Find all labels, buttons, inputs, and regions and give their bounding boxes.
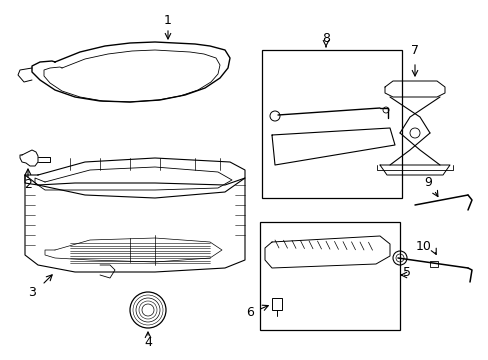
Text: 2: 2 xyxy=(24,179,32,192)
Text: 10: 10 xyxy=(415,240,431,253)
Bar xyxy=(262,50,401,198)
Bar xyxy=(271,298,282,310)
Text: 1: 1 xyxy=(164,13,172,27)
Text: 8: 8 xyxy=(321,31,329,45)
Bar xyxy=(260,222,399,330)
Text: 6: 6 xyxy=(245,306,253,319)
Bar xyxy=(429,261,437,267)
Text: 4: 4 xyxy=(144,337,152,350)
Text: 5: 5 xyxy=(402,266,410,279)
Text: 9: 9 xyxy=(423,176,431,189)
Text: 3: 3 xyxy=(28,285,36,298)
Text: 7: 7 xyxy=(410,44,418,57)
